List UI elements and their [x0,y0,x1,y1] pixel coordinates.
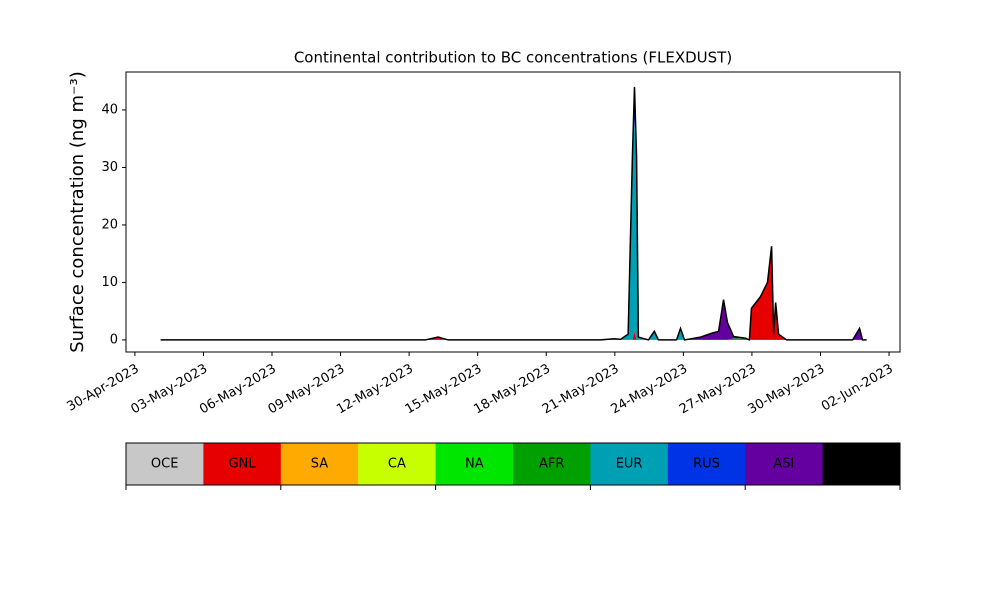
chart-title: Continental contribution to BC concentra… [294,49,732,67]
y-tick-label: 0 [110,332,118,347]
y-tick-label: 10 [101,275,118,290]
colorbar-cell [435,443,514,485]
colorbar-cell [126,443,204,485]
total-line [160,86,867,342]
legend-label: CA [388,457,406,472]
legend-label: RUS [693,457,720,472]
y-axis-label: Surface concentration (ng m⁻³) [67,71,88,353]
y-tick-label: 30 [101,160,118,175]
legend-label: NA [465,457,484,472]
colorbar-cell [513,443,591,485]
colorbar-cell [280,443,359,485]
legend-label: EUR [616,457,643,472]
colorbar-cell [667,443,746,485]
y-tick-label: 40 [101,102,118,117]
colorbar-cell [822,443,901,485]
colorbar-cell [358,443,437,485]
legend-label: SA [311,457,328,472]
y-tick-label: 20 [101,217,118,232]
colorbar-frame [125,442,901,486]
colorbar: OCE GNL SA CA NA AFR EUR RUS ASI AUS [125,442,901,486]
colorbar-ticks [125,485,901,490]
legend-label: AUS [848,457,875,472]
legend-label: AFR [539,457,564,472]
legend-label: ASI [773,457,794,472]
legend-label: OCE [151,457,179,472]
colorbar-cell [203,443,282,485]
colorbar-cell [745,443,824,485]
colorbar-cell [590,443,669,485]
legend-label: GNL [229,457,257,472]
axes-frame [125,71,901,353]
